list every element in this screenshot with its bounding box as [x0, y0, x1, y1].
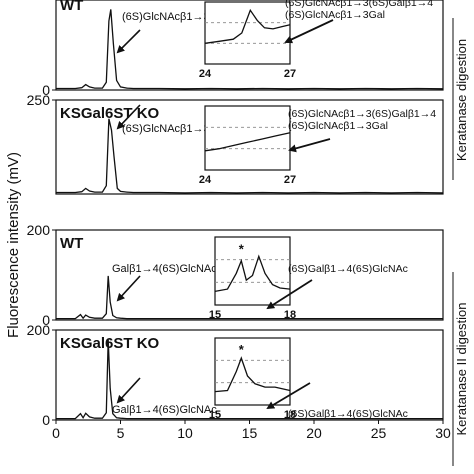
inset-annotation: (6S)GlcNAcβ1→3(6S)Galβ1→4 [288, 108, 436, 120]
inset-annotation: (6S)Galβ1→4(6S)GlcNAc [288, 263, 408, 275]
inset-trace [204, 132, 291, 152]
y-tick-label: 200 [27, 322, 51, 338]
inset-x-tick-label: 18 [284, 309, 296, 321]
x-tick-label: 15 [242, 425, 258, 441]
inset-zoom: 15 18 * (6S)Galβ1→4(6S)GlcNAc [209, 337, 408, 421]
peak-annotation: (6S)GlcNAcβ1→3Gal [122, 11, 227, 23]
peak-arrow [116, 377, 141, 404]
panel-label: KSGal6ST KO [60, 335, 160, 352]
inset-x-tick-label: 24 [199, 68, 212, 80]
peak-arrow [116, 29, 141, 54]
inset-x-tick-label: 18 [284, 409, 296, 421]
panel-frame [55, 229, 444, 321]
inset-x-tick-label: 15 [209, 409, 221, 421]
inset-arrow [284, 19, 334, 44]
inset-annotation: (6S)GlcNAcβ1→3Gal [288, 120, 388, 132]
group-label-keratanase: Keratanase digestion [454, 39, 469, 161]
panel-label: WT [60, 0, 83, 14]
group-bracket-keratanase-ii: Keratanase II digestion [452, 272, 469, 466]
x-tick-label: 10 [177, 425, 193, 441]
inset-annotation: (6S)GlcNAcβ1→3(6S)Galβ1→4 [285, 0, 433, 9]
inset-trace [204, 8, 291, 44]
inset-trace [214, 356, 291, 393]
chromatogram-trace [56, 9, 444, 90]
inset-trace [214, 254, 291, 293]
group-label-keratanase-ii: Keratanase II digestion [454, 303, 469, 436]
inset-zoom: 24 27 (6S)GlcNAcβ1→3(6S)Galβ1→4(6S)GlcNAcβ… [199, 105, 436, 186]
inset-x-tick-label: 15 [209, 309, 221, 321]
inset-arrow [266, 279, 313, 310]
inset-peak-marker: * [239, 241, 245, 256]
peak-annotation: Galβ1→4(6S)GlcNAc [112, 263, 217, 275]
inset-arrow [266, 382, 311, 410]
panel-frame [55, 99, 444, 195]
group-bracket-keratanase: Keratanase digestion [452, 18, 469, 180]
inset-x-tick-label: 27 [284, 174, 296, 186]
y-tick-label: 0 [42, 82, 50, 98]
peak-arrow [116, 275, 141, 302]
inset-annotation: (6S)Galβ1→4(6S)GlcNAc [288, 408, 408, 420]
chromatogram-trace [56, 275, 443, 320]
x-tick-label: 5 [117, 425, 125, 441]
inset-x-tick-label: 24 [199, 174, 212, 186]
panel-label: KSGal6ST KO [60, 105, 160, 122]
x-axis-ticks: 0 5 10 15 20 25 30 [52, 420, 451, 441]
chart-panel-1: 0 WT (6S)GlcNAcβ1→3Gal 24 27 (6S)GlcNAcβ1→3(6… [42, 0, 444, 98]
y-tick-label: 250 [27, 92, 51, 108]
inset-zoom: 15 18 * (6S)Galβ1→4(6S)GlcNAc [209, 236, 408, 321]
x-tick-label: 25 [371, 425, 387, 441]
inset-peak-marker: * [239, 342, 245, 357]
inset-arrow [288, 138, 331, 153]
y-tick-label: 200 [27, 222, 51, 238]
chromatogram-trace [56, 118, 444, 194]
chart-panel-3: 200 0 WT Galβ1→4(6S)GlcNAc 15 18 * (6S)Galβ1→4(… [27, 222, 444, 328]
x-tick-label: 30 [435, 425, 451, 441]
x-tick-label: 0 [52, 425, 60, 441]
peak-arrow [116, 104, 141, 130]
y-tick-label: 0 [42, 312, 50, 328]
y-tick-label: 0 [42, 412, 50, 428]
panel-label: WT [60, 235, 83, 252]
peak-annotation: (6S)GlcNAcβ1→3Gal [122, 123, 227, 135]
chromatogram-trace [56, 339, 443, 420]
inset-annotation: (6S)GlcNAcβ1→3Gal [285, 9, 385, 21]
panel-frame [55, 0, 444, 91]
x-tick-label: 20 [306, 425, 322, 441]
inset-x-tick-label: 27 [284, 68, 296, 80]
y-axis-label: Fluorescence intensity (mV) [5, 152, 22, 338]
peak-annotation: Galβ1→4(6S)GlcNAc [112, 404, 217, 416]
inset-zoom: 24 27 (6S)GlcNAcβ1→3(6S)Galβ1→4(6S)GlcNAcβ… [199, 0, 433, 80]
